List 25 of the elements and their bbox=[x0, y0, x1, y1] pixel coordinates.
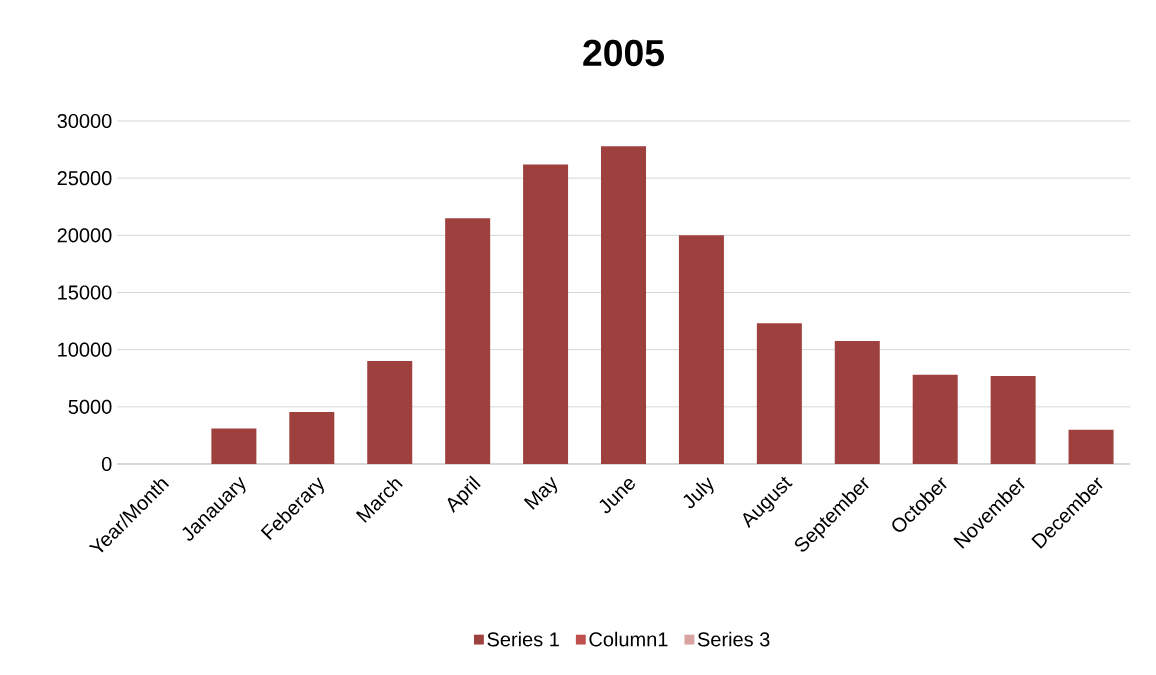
y-tick-label: 20000 bbox=[57, 228, 112, 243]
y-tick-label: 25000 bbox=[57, 171, 112, 186]
bar bbox=[601, 146, 647, 464]
legend-label: Series 3 bbox=[697, 631, 770, 647]
y-tick-label: 5000 bbox=[68, 399, 112, 414]
bar bbox=[289, 411, 335, 464]
y-tick-label: 0 bbox=[101, 456, 112, 472]
x-tick-label: May bbox=[523, 476, 558, 510]
y-tick-label: 10000 bbox=[58, 342, 112, 357]
bar bbox=[367, 361, 413, 464]
bar bbox=[523, 164, 569, 464]
chart-title: 2005 bbox=[583, 39, 664, 67]
bar bbox=[211, 428, 257, 464]
bar bbox=[678, 235, 724, 464]
legend-label: Series 1 bbox=[487, 631, 559, 647]
bar bbox=[990, 375, 1036, 464]
y-tick-label: 15000 bbox=[58, 285, 112, 300]
bar bbox=[1068, 429, 1114, 464]
bar bbox=[445, 218, 491, 464]
bar bbox=[834, 341, 880, 464]
legend-label: Column1 bbox=[589, 631, 668, 647]
bar bbox=[756, 323, 802, 464]
x-tick-label: July bbox=[683, 477, 714, 509]
bar bbox=[912, 374, 958, 464]
y-tick-label: 30000 bbox=[57, 113, 112, 129]
